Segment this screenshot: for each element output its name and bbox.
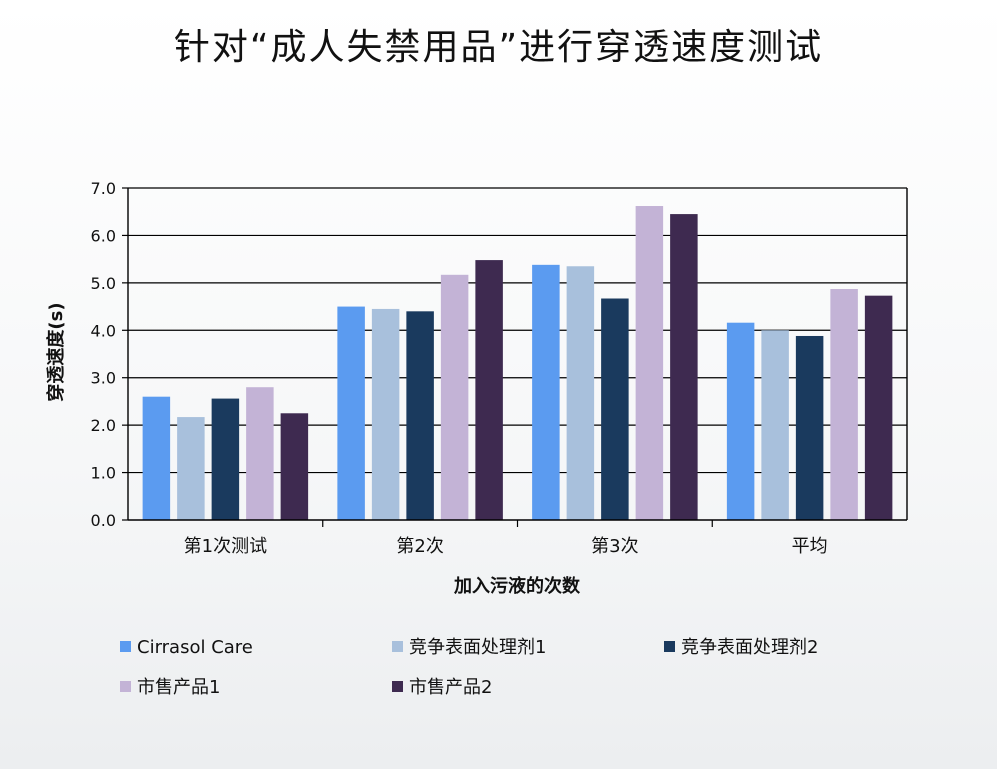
- bar: [566, 266, 595, 520]
- y-tick-label: 3.0: [91, 369, 116, 388]
- bar: [406, 311, 434, 520]
- legend-label: 市售产品2: [409, 677, 492, 698]
- bar: [475, 260, 503, 520]
- y-tick-label: 5.0: [91, 274, 116, 293]
- y-tick-label: 1.0: [91, 464, 116, 483]
- legend-swatch: [392, 681, 403, 692]
- bar: [177, 417, 205, 520]
- bar: [795, 335, 824, 520]
- bar: [532, 264, 560, 520]
- legend-label: 竞争表面处理剂2: [681, 637, 818, 658]
- bar: [337, 306, 365, 520]
- y-tick-label: 2.0: [91, 416, 116, 435]
- bar: [601, 298, 629, 520]
- bar: [830, 289, 858, 520]
- bar: [635, 206, 664, 520]
- legend-label: 市售产品1: [137, 677, 220, 698]
- x-category-label: 第2次: [396, 536, 443, 557]
- bar: [280, 413, 309, 520]
- x-axis-title: 加入污液的次数: [453, 575, 581, 597]
- legend-label: 竞争表面处理剂1: [409, 637, 546, 658]
- bar: [440, 274, 469, 520]
- bar: [142, 396, 171, 520]
- page-title: 针对“成人失禁用品”进行穿透速度测试: [173, 27, 824, 68]
- axes: 0.0 1.0 2.0 3.0 4.0 5.0 6.0 7.0 第1次测试 第2次 第3次 平均: [91, 179, 908, 557]
- grid-lines: [128, 187, 907, 474]
- y-tick-label: 6.0: [91, 226, 116, 245]
- x-category-label: 第3次: [591, 536, 638, 557]
- y-tick-label: 0.0: [91, 511, 116, 530]
- legend-swatch: [664, 641, 675, 652]
- bar: [761, 330, 789, 520]
- legend-swatch: [120, 681, 131, 692]
- x-category-label: 平均: [792, 536, 828, 557]
- y-axis-title: 穿透速度(s): [45, 302, 67, 401]
- legend: Cirrasol Care 竞争表面处理剂1 竞争表面处理剂2 市售产品1 市售产品2: [120, 637, 818, 698]
- x-category-label: 第1次测试: [184, 536, 267, 557]
- legend-label: Cirrasol Care: [137, 637, 253, 658]
- y-tick-label: 7.0: [91, 179, 116, 198]
- legend-swatch: [392, 641, 403, 652]
- bar: [371, 308, 400, 520]
- legend-swatch: [120, 641, 131, 652]
- bar: [246, 387, 274, 520]
- y-tick-label: 4.0: [91, 321, 116, 340]
- bar: [864, 295, 893, 520]
- bars: [142, 206, 893, 521]
- bar: [670, 214, 698, 521]
- bar: [211, 398, 240, 520]
- bar: [726, 322, 755, 520]
